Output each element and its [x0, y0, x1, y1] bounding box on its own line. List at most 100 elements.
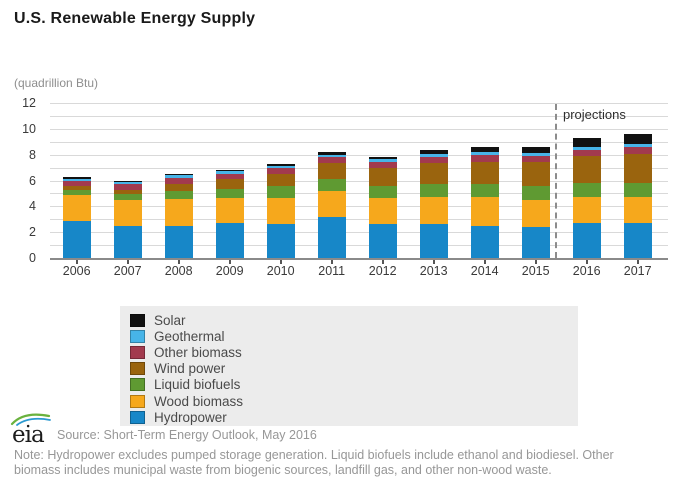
bar-2016-liquid-biofuels	[572, 183, 601, 197]
note-line-2: biomass includes municipal waste from bi…	[14, 463, 552, 477]
y-axis-label-2: 2	[29, 225, 36, 240]
bar-2009-other-biomass	[215, 173, 244, 180]
legend-label: Geothermal	[154, 328, 225, 344]
x-tick-2013	[432, 260, 435, 264]
legend-label: Liquid biofuels	[154, 377, 241, 393]
legend-swatch-wood-biomass	[130, 394, 145, 408]
legend-item-wind-power: Wind power	[130, 361, 243, 377]
bar-2010-wood-biomass	[266, 197, 295, 225]
bar-2009-liquid-biofuels	[215, 188, 244, 198]
bar-2015-wind-power	[521, 162, 550, 187]
bar-2009-solar	[215, 169, 244, 171]
bar-2008-wind-power	[164, 183, 193, 192]
bar-2010-geothermal	[266, 165, 295, 169]
bar-2014-liquid-biofuels	[470, 184, 499, 198]
x-tick-2016	[585, 260, 588, 264]
gridline-1	[50, 245, 668, 247]
bar-2009-geothermal	[215, 170, 244, 174]
bar-2008-liquid-biofuels	[164, 191, 193, 200]
bar-2008-hydropower	[164, 225, 193, 258]
bar-2011-other-biomass	[317, 157, 346, 164]
legend-item-other-biomass: Other biomass	[130, 344, 243, 360]
legend-rows: Solar Geothermal Other biomass Wind power Li…	[130, 312, 243, 425]
bar-2017-wood-biomass	[623, 196, 652, 224]
x-tick-2012	[381, 260, 384, 264]
bar-2010-other-biomass	[266, 168, 295, 175]
bar-2014-solar	[470, 147, 499, 153]
bar-2015-other-biomass	[521, 156, 550, 163]
bar-2007-wood-biomass	[113, 199, 142, 227]
bar-2011-geothermal	[317, 154, 346, 158]
legend-label: Solar	[154, 312, 186, 328]
y-axis-label-0: 0	[29, 251, 36, 265]
bar-2016-wood-biomass	[572, 196, 601, 224]
x-axis-label-2011: 2011	[318, 264, 346, 278]
bar-2007-solar	[113, 180, 142, 182]
bar-2011-wood-biomass	[317, 191, 346, 218]
gridline-2	[50, 232, 668, 234]
legend-item-liquid-biofuels: Liquid biofuels	[130, 377, 243, 393]
chart-legend: Solar Geothermal Other biomass Wind power Li…	[120, 306, 578, 426]
y-axis-labels: 0 2 4 6 8 10 12	[0, 96, 40, 265]
note-text: Note: Hydropower excludes pumped storage…	[14, 448, 614, 478]
x-tick-2014	[483, 260, 486, 264]
bar-2013-geothermal	[419, 154, 448, 157]
gridline-7	[50, 167, 668, 169]
bar-2014-wind-power	[470, 161, 499, 185]
legend-label: Wood biomass	[154, 393, 244, 409]
bar-2012-liquid-biofuels	[368, 186, 397, 198]
legend-item-wood-biomass: Wood biomass	[130, 393, 243, 409]
bar-2007-liquid-biofuels	[113, 194, 142, 200]
legend-swatch-hydropower	[130, 410, 145, 424]
bar-2007-hydropower	[113, 226, 142, 258]
bar-2013-liquid-biofuels	[419, 183, 448, 197]
bar-2014-geothermal	[470, 152, 499, 156]
bar-2017-hydropower	[623, 223, 652, 258]
x-axis-label-2010: 2010	[266, 264, 295, 278]
bar-2010-wind-power	[266, 174, 295, 187]
x-tick-2015	[534, 260, 537, 264]
bar-2009-wood-biomass	[215, 197, 244, 224]
x-axis-label-2014: 2014	[470, 264, 499, 278]
bar-2008-wood-biomass	[164, 199, 193, 226]
projections-divider-line	[555, 104, 557, 258]
bar-2013-wind-power	[419, 162, 448, 184]
bar-2016-hydropower	[572, 223, 601, 258]
stacked-bar-chart	[50, 103, 668, 260]
gridline-9	[50, 141, 668, 143]
bar-2012-solar	[368, 156, 397, 160]
gridline-12	[50, 103, 668, 104]
y-axis-label-6: 6	[29, 173, 36, 188]
bar-2015-liquid-biofuels	[521, 186, 550, 200]
bar-2017-liquid-biofuels	[623, 183, 652, 197]
bar-2015-hydropower	[521, 227, 550, 258]
legend-item-geothermal: Geothermal	[130, 328, 243, 344]
projections-label: projections	[563, 107, 626, 122]
x-tick-2007	[126, 260, 129, 264]
gridline-3	[50, 219, 668, 221]
legend-label: Hydropower	[154, 409, 227, 425]
gridline-6	[50, 180, 668, 182]
x-tick-2011	[330, 260, 333, 264]
bar-2010-hydropower	[266, 224, 295, 258]
bar-2017-wind-power	[623, 153, 652, 184]
y-axis-label-10: 10	[22, 121, 36, 136]
x-axis-label-2009: 2009	[215, 264, 244, 278]
bar-2012-wind-power	[368, 167, 397, 187]
bar-2009-hydropower	[215, 223, 244, 258]
bar-2008-solar	[164, 174, 193, 176]
bar-2006-wind-power	[62, 186, 91, 191]
x-axis-label-2015: 2015	[521, 264, 550, 278]
bar-2016-solar	[572, 138, 601, 147]
legend-swatch-geothermal	[130, 329, 145, 343]
bar-2012-hydropower	[368, 223, 397, 258]
bar-2016-wind-power	[572, 155, 601, 184]
x-axis-label-2008: 2008	[164, 264, 193, 278]
bar-2017-other-biomass	[623, 147, 652, 154]
bar-2011-wind-power	[317, 163, 346, 179]
x-axis-label-2017: 2017	[623, 264, 652, 278]
eia-logo-text: eia	[12, 422, 45, 448]
bar-2009-wind-power	[215, 179, 244, 189]
x-tick-2009	[228, 260, 231, 264]
